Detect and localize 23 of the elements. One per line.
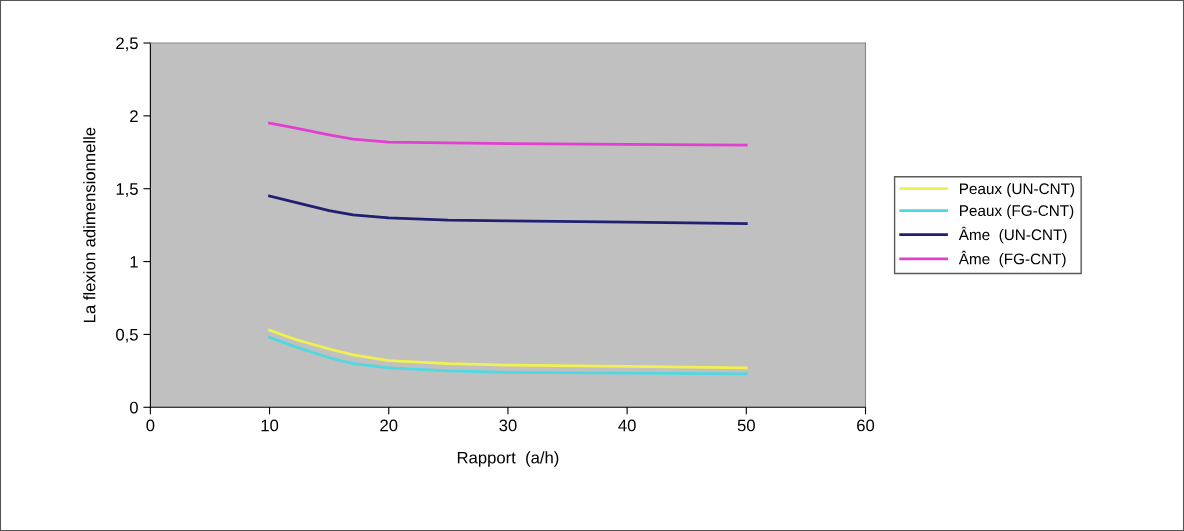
legend-label: Peaux (FG-CNT) xyxy=(960,204,1074,220)
y-tick-label: 2 xyxy=(130,110,138,122)
line-series xyxy=(268,328,748,370)
y-tick-label: 2,5 xyxy=(116,37,138,52)
line-series xyxy=(268,121,748,147)
y-axis-title: La flexion adimensionnelle xyxy=(83,127,96,322)
y-tick-label: 0 xyxy=(129,401,138,414)
y-tick-label: 0,5 xyxy=(116,328,138,343)
y-tick-label: 1 xyxy=(130,256,138,268)
x-tick-label: 30 xyxy=(499,419,517,432)
x-tick-label: 60 xyxy=(857,419,875,432)
line-series xyxy=(268,335,748,376)
x-tick-label: 20 xyxy=(380,419,398,432)
x-tick-label: 0 xyxy=(146,419,155,432)
legend-label: Âme (FG-CNT) xyxy=(958,250,1066,268)
legend-label: Peaux (UN-CNT) xyxy=(960,182,1075,198)
x-tick-label: 10 xyxy=(261,419,279,432)
line-series xyxy=(268,194,748,226)
x-tick-label: 40 xyxy=(618,419,636,432)
legend-label: Âme (UN-CNT) xyxy=(958,226,1067,244)
x-axis-title: Rapport (a/h) xyxy=(457,451,559,467)
y-tick-label: 1,5 xyxy=(116,183,138,197)
x-tick-label: 50 xyxy=(737,419,755,432)
